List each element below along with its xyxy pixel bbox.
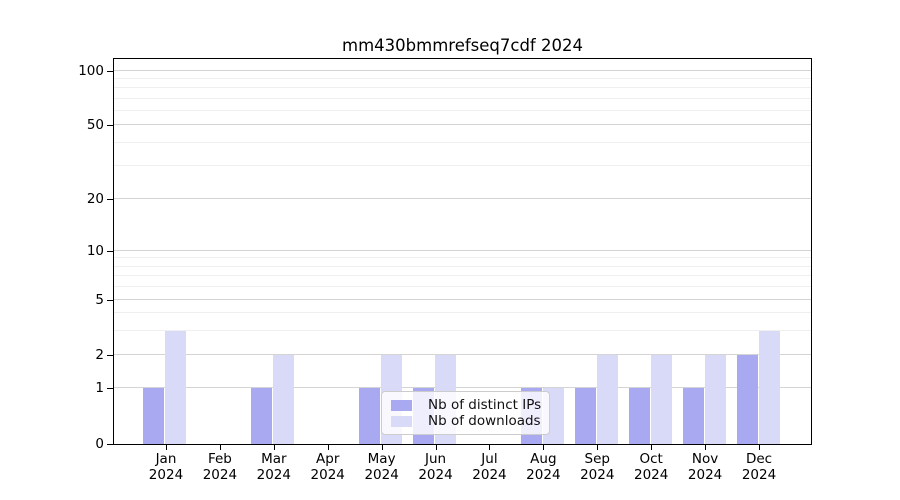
gridline-minor bbox=[114, 78, 811, 80]
gridline-minor bbox=[114, 275, 811, 277]
y-tick-label: 5 bbox=[95, 292, 104, 308]
x-tick-mark bbox=[705, 445, 707, 450]
x-tick-mark bbox=[435, 445, 437, 450]
gridline-major bbox=[114, 70, 811, 72]
legend-swatch-distinct-ips bbox=[391, 399, 412, 411]
x-tick-mark bbox=[489, 445, 491, 450]
gridline-minor bbox=[114, 265, 811, 267]
gridline-minor bbox=[114, 165, 811, 167]
gridline-minor bbox=[114, 286, 811, 288]
gridline-major bbox=[114, 124, 811, 125]
bar-downloads bbox=[758, 330, 780, 444]
legend-item-distinct-ips: Nb of distinct IPs bbox=[391, 397, 542, 413]
x-tick-mark bbox=[327, 445, 329, 450]
x-tick-label: Jan 2024 bbox=[148, 451, 184, 483]
gridline-major bbox=[114, 250, 811, 251]
gridline-minor bbox=[114, 257, 811, 259]
x-tick-mark bbox=[165, 445, 167, 450]
y-tick-mark bbox=[107, 300, 113, 301]
x-tick-mark bbox=[381, 445, 383, 450]
x-tick-label: Feb 2024 bbox=[202, 451, 238, 483]
bar-distinct-ips bbox=[359, 387, 381, 444]
gridline-major bbox=[114, 198, 811, 199]
legend-swatch-downloads bbox=[391, 415, 412, 427]
x-tick-mark bbox=[543, 445, 545, 450]
x-tick-mark bbox=[219, 445, 221, 450]
bar-distinct-ips bbox=[628, 387, 650, 444]
bar-distinct-ips bbox=[143, 387, 165, 444]
y-tick-label: 50 bbox=[86, 116, 104, 133]
bar-downloads bbox=[273, 355, 295, 444]
y-tick-mark bbox=[107, 354, 113, 356]
x-tick-mark bbox=[759, 445, 760, 450]
x-tick-label: Aug 2024 bbox=[526, 451, 561, 483]
bar-downloads bbox=[650, 355, 672, 444]
y-tick-mark bbox=[107, 124, 113, 126]
gridline-minor bbox=[114, 312, 811, 314]
bar-downloads bbox=[704, 355, 726, 444]
bar-distinct-ips bbox=[574, 387, 596, 444]
gridline-minor bbox=[114, 97, 811, 99]
y-tick-mark bbox=[107, 71, 113, 72]
bar-downloads bbox=[596, 355, 618, 444]
x-tick-label: Mar 2024 bbox=[256, 451, 291, 483]
y-tick-mark bbox=[107, 250, 113, 252]
chart-title: mm430bmmrefseq7cdf 2024 bbox=[342, 36, 583, 55]
bar-distinct-ips bbox=[682, 387, 704, 444]
y-tick-label: 2 bbox=[95, 346, 104, 363]
legend-label-distinct-ips: Nb of distinct IPs bbox=[428, 397, 542, 413]
y-tick-label: 100 bbox=[78, 63, 104, 79]
x-tick-label: Oct 2024 bbox=[633, 451, 669, 483]
legend: Nb of distinct IPs Nb of downloads bbox=[381, 391, 550, 435]
x-tick-label: Nov 2024 bbox=[687, 451, 723, 483]
x-tick-label: May 2024 bbox=[364, 451, 399, 483]
y-tick-mark bbox=[107, 444, 113, 445]
y-tick-label: 1 bbox=[95, 379, 104, 396]
x-tick-label: Apr 2024 bbox=[310, 451, 345, 483]
gridline-minor bbox=[114, 109, 811, 111]
bar-distinct-ips bbox=[736, 355, 758, 444]
gridline-minor bbox=[114, 329, 811, 331]
gridline-minor bbox=[114, 87, 811, 89]
gridline-minor bbox=[114, 142, 811, 144]
legend-label-downloads: Nb of downloads bbox=[428, 413, 541, 429]
y-tick-label: 0 bbox=[95, 436, 104, 452]
x-tick-label: Dec 2024 bbox=[741, 451, 777, 483]
x-tick-mark bbox=[273, 445, 275, 450]
bar-downloads bbox=[165, 330, 187, 444]
x-tick-mark bbox=[651, 445, 653, 450]
y-tick-label: 20 bbox=[86, 190, 104, 207]
gridline-major bbox=[114, 299, 811, 301]
x-tick-label: Sep 2024 bbox=[580, 451, 615, 483]
y-tick-label: 10 bbox=[86, 242, 104, 259]
y-tick-mark bbox=[107, 198, 113, 200]
x-tick-label: Jul 2024 bbox=[472, 451, 507, 483]
plot-area bbox=[113, 58, 812, 445]
legend-item-downloads: Nb of downloads bbox=[391, 413, 541, 429]
bar-distinct-ips bbox=[251, 387, 273, 444]
y-tick-mark bbox=[107, 387, 113, 389]
x-tick-label: Jun 2024 bbox=[418, 451, 453, 483]
gridline-major bbox=[114, 354, 811, 355]
gridline-major bbox=[114, 386, 811, 388]
x-tick-mark bbox=[597, 445, 599, 450]
